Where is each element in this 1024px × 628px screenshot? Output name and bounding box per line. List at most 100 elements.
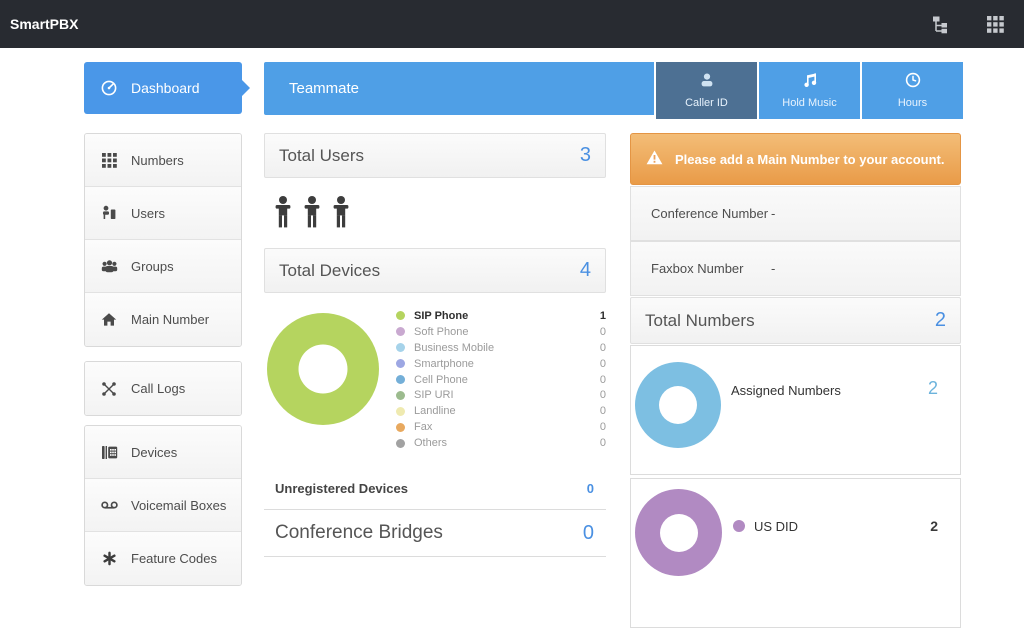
person-figure-icon <box>302 196 322 233</box>
total-users-header: Total Users 3 <box>264 133 606 178</box>
us-did-card: US DID 2 <box>630 478 961 628</box>
button-label: Hold Music <box>782 97 837 109</box>
grid-icon <box>98 152 120 168</box>
legend-dot <box>396 359 405 369</box>
button-label: Caller ID <box>685 97 728 109</box>
total-devices-title: Total Devices <box>279 260 381 280</box>
music-note-icon <box>802 72 818 91</box>
topbar: SmartPBX <box>0 0 1024 48</box>
sidebar-item-numbers[interactable]: Numbers <box>85 134 241 187</box>
conference-number-value: - <box>771 206 776 221</box>
total-numbers-value: 2 <box>934 309 946 331</box>
sidebar-item-label: Numbers <box>131 152 184 168</box>
sidebar-item-users[interactable]: Users <box>85 187 241 240</box>
sidebar-group-numbers: Numbers Users Gr <box>84 133 242 347</box>
conference-bridges-title: Conference Bridges <box>275 522 443 543</box>
sidebar-group-devices: Devices Voicemail Boxes <box>84 425 242 586</box>
app-title: SmartPBX <box>10 16 79 32</box>
sidebar-item-label: Devices <box>131 444 178 460</box>
donut-hole <box>659 386 697 424</box>
faxbox-number-row: Faxbox Number - <box>630 241 961 296</box>
sidebar-item-voicemail-boxes[interactable]: Voicemail Boxes <box>85 479 241 532</box>
legend-dot <box>396 343 405 353</box>
button-label: Hours <box>897 97 928 109</box>
legend-dot <box>396 327 405 337</box>
donut-hole <box>659 513 698 552</box>
sidebar-item-label: Voicemail Boxes <box>131 497 227 513</box>
conference-number-row: Conference Number - <box>630 186 961 241</box>
warning-text: Please add a Main Number to your account… <box>675 151 945 167</box>
legend-dot <box>396 375 405 384</box>
hold-music-button[interactable]: Hold Music <box>757 62 860 119</box>
sidebar-item-label: Groups <box>131 258 174 274</box>
groups-icon <box>98 259 120 274</box>
hours-button[interactable]: Hours <box>860 62 963 119</box>
legend-dot <box>396 438 405 448</box>
sidebar-group-logs: Call Logs <box>84 361 242 416</box>
total-numbers-header: Total Numbers 2 <box>630 297 961 344</box>
person-figure-icon <box>273 196 293 233</box>
caller-id-button[interactable]: Caller ID <box>654 62 757 119</box>
clock-icon <box>905 72 921 91</box>
assigned-numbers-donut-chart <box>635 362 721 448</box>
sidebar-item-label: Users <box>131 205 165 221</box>
total-devices-value: 4 <box>579 259 591 281</box>
faxbox-number-value: - <box>771 261 776 276</box>
sidebar-item-main-number[interactable]: Main Number <box>85 293 241 346</box>
total-users-title: Total Users <box>279 145 365 165</box>
assigned-numbers-value: 2 <box>927 378 938 398</box>
sidebar-item-label: Feature Codes <box>131 551 217 566</box>
legend-row: Fax 0 <box>396 419 606 435</box>
sidebar-item-groups[interactable]: Groups <box>85 240 241 293</box>
conference-bridges-row: Conference Bridges 0 <box>264 510 606 557</box>
sidebar-item-label: Main Number <box>131 312 210 327</box>
account-tree-icon[interactable] <box>932 15 951 34</box>
network-icon <box>98 381 120 397</box>
legend-dot <box>396 406 405 416</box>
donut-hole <box>298 344 348 394</box>
legend-row: SIP URI 0 <box>396 387 606 403</box>
devices-legend: SIP Phone 1 Soft Phone 0 Business Mobile… <box>396 308 606 451</box>
warning-triangle-icon <box>646 150 663 168</box>
voicemail-icon <box>98 499 120 511</box>
total-numbers-title: Total Numbers <box>645 310 755 330</box>
sidebar-item-devices[interactable]: Devices <box>85 426 241 479</box>
faxbox-number-label: Faxbox Number <box>651 261 744 276</box>
content-header: Teammate Caller ID Hold Music <box>264 62 963 119</box>
person-figure-icon <box>331 196 351 233</box>
legend-row: SIP Phone 1 <box>396 308 606 324</box>
total-devices-header: Total Devices 4 <box>264 248 606 293</box>
sidebar-item-label: Dashboard <box>131 80 200 96</box>
sidebar-item-label: Call Logs <box>131 381 186 396</box>
page-title: Teammate <box>289 80 360 97</box>
asterisk-icon <box>98 551 120 566</box>
desk-phone-icon <box>98 445 120 460</box>
conference-number-label: Conference Number <box>651 206 769 221</box>
unregistered-devices-value: 0 <box>586 480 594 496</box>
main-number-warning-banner: Please add a Main Number to your account… <box>630 133 961 185</box>
legend-row: Cell Phone 0 <box>396 372 606 388</box>
us-did-label: US DID <box>754 518 799 534</box>
active-arrow <box>242 80 250 96</box>
legend-dot <box>396 390 405 400</box>
sidebar: Dashboard Numbers Us <box>84 62 250 586</box>
legend-row: Smartphone 0 <box>396 356 606 372</box>
sidebar-item-feature-codes[interactable]: Feature Codes <box>85 532 241 585</box>
sidebar-item-call-logs[interactable]: Call Logs <box>85 362 241 415</box>
legend-row: Landline 0 <box>396 403 606 419</box>
assigned-numbers-label: Assigned Numbers <box>731 383 841 398</box>
assigned-numbers-card: Assigned Numbers 2 <box>630 345 961 475</box>
home-icon <box>98 312 120 327</box>
unregistered-devices-row: Unregistered Devices 0 <box>264 467 606 510</box>
legend-row: Soft Phone 0 <box>396 324 606 340</box>
us-did-donut-chart <box>635 489 722 576</box>
total-users-value: 3 <box>579 144 591 166</box>
devices-donut-chart <box>267 313 379 425</box>
dashboard-gauge-icon <box>98 79 120 97</box>
conference-bridges-value: 0 <box>582 521 594 544</box>
legend-dot <box>396 311 405 321</box>
apps-grid-icon[interactable] <box>987 15 1004 33</box>
sidebar-item-dashboard[interactable]: Dashboard <box>84 62 250 114</box>
user-icon <box>98 205 120 221</box>
legend-row: Business Mobile 0 <box>396 340 606 356</box>
